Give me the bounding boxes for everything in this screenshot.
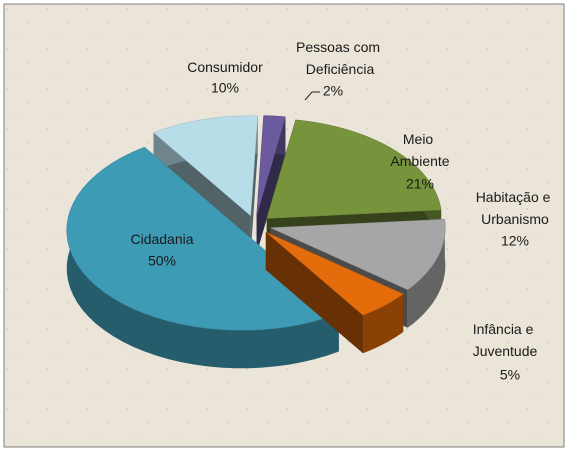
label-line: Habitação e [476,189,555,205]
slice-value-label: 12% [501,233,529,249]
slice-top [66,146,340,331]
slice-value-label: 2% [323,83,343,99]
slice [265,231,404,354]
label-line: Ambiente [390,153,449,169]
slice-label: Pessoas com Deficiência [296,39,384,77]
slice-value-label: 50% [148,253,176,269]
slice-value-label: 21% [406,176,434,192]
label-line: Juventude [473,343,538,359]
label-line: Deficiência [306,61,375,77]
label-line: Meio [403,131,437,147]
slice-top [256,115,286,216]
label-line: Cidadania [130,231,193,247]
labels: Pessoas com Deficiência 2% Meio Ambiente 21… [130,39,554,383]
slice-wall [265,232,363,354]
slice-label: Meio Ambiente [390,131,449,169]
label-line: Consumidor [187,59,263,75]
slice-side [66,147,339,369]
pie [66,115,446,369]
slice [256,115,286,254]
slice-side [407,219,446,328]
slice-label: Infância e Juventude [473,321,538,359]
slice-value-label: 5% [500,367,520,383]
slice-top [153,115,258,217]
label-line: Pessoas com [296,39,384,55]
slice-label: Consumidor [187,59,263,75]
slice-side [362,294,404,354]
slice-label: Habitação e Urbanismo [476,189,555,227]
slice-value-label: 10% [211,80,239,96]
slice-top [265,231,404,316]
label-line: Urbanismo [481,211,549,227]
label-line: Infância e [473,321,538,337]
leader-line [304,91,320,101]
slice-top [270,218,446,291]
slice-label: Cidadania [130,231,193,247]
slice-top [266,119,442,219]
